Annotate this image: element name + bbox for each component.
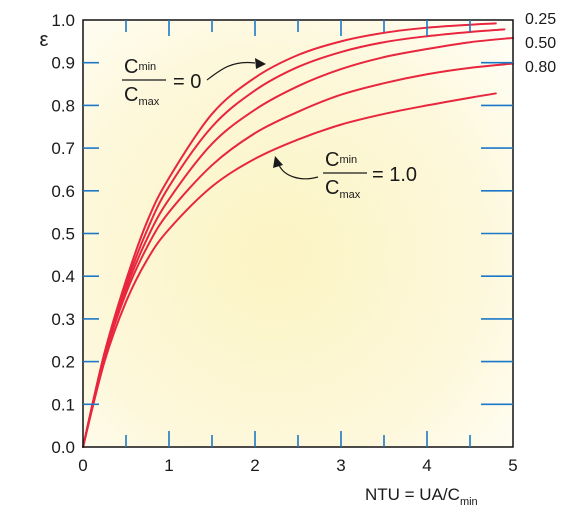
x-axis-title-main: NTU = UA/C xyxy=(365,485,460,504)
x-axis-title: NTU = UA/Cmin xyxy=(365,485,478,508)
x-tick-label: 5 xyxy=(508,456,517,475)
curve-label-0-25: 0.25 xyxy=(525,11,556,28)
annotation-zero-denominator: Cmax xyxy=(124,84,160,108)
y-tick-label: 0.0 xyxy=(51,438,75,457)
tick-labels-group: 0.0 0.1 0.2 0.3 0.4 0.5 0.6 0.7 0.8 0.9 1.0 0 1 2 3 4 5 xyxy=(51,11,517,475)
annotation-one-numerator: Cmin xyxy=(325,149,357,171)
x-tick-label: 1 xyxy=(164,456,173,475)
annotation-zero-arrowhead xyxy=(255,58,266,69)
curve-label-0-50: 0.50 xyxy=(525,35,556,52)
y-tick-label: 0.4 xyxy=(51,267,75,286)
annotation-one-denominator: Cmax xyxy=(325,177,361,201)
ticks-group xyxy=(83,20,513,447)
annotation-one-arrowhead xyxy=(273,156,283,168)
x-tick-label: 2 xyxy=(250,456,259,475)
y-tick-label: 0.1 xyxy=(51,395,75,414)
y-tick-label: 0.7 xyxy=(51,139,75,158)
annotation-ratio-zero: Cmin Cmax = 0 xyxy=(122,56,266,108)
curve-label-0-80: 0.80 xyxy=(525,59,556,76)
annotation-one-arrow xyxy=(278,164,319,180)
series-line-0-50 xyxy=(82,36,514,448)
annotation-ratio-one: Cmin Cmax = 1.0 xyxy=(273,149,417,201)
y-tick-label: 0.3 xyxy=(51,310,75,329)
annotation-one-value: = 1.0 xyxy=(372,164,417,186)
y-axis-label: ε xyxy=(40,29,49,51)
x-tick-label: 3 xyxy=(336,456,345,475)
x-tick-label: 0 xyxy=(78,456,87,475)
annotation-zero-arrow xyxy=(206,61,256,81)
y-tick-label: 0.6 xyxy=(51,182,75,201)
annotation-zero-value: = 0 xyxy=(173,71,201,93)
series-line-0-80 xyxy=(82,62,514,448)
x-tick-label: 4 xyxy=(422,456,431,475)
y-tick-label: 1.0 xyxy=(51,11,75,30)
x-axis-title-sub: min xyxy=(460,496,478,508)
y-tick-label: 0.2 xyxy=(51,353,75,372)
series-line-0-25 xyxy=(82,28,506,448)
series-line-1-0 xyxy=(82,92,497,448)
y-tick-label: 0.5 xyxy=(51,225,75,244)
plot-background xyxy=(83,20,513,447)
annotation-zero-numerator: Cmin xyxy=(124,56,156,78)
y-tick-label: 0.9 xyxy=(51,54,75,73)
y-tick-label: 0.8 xyxy=(51,96,75,115)
